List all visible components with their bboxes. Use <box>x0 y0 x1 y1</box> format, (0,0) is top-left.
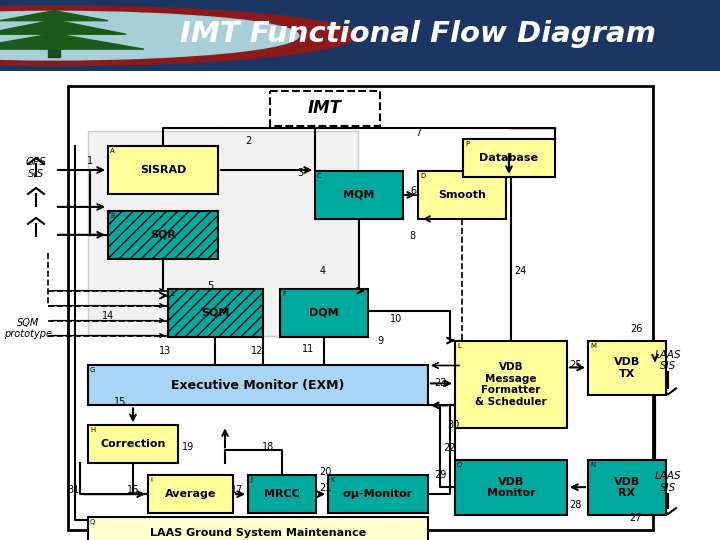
Bar <box>88 131 358 335</box>
Text: 9: 9 <box>377 335 383 346</box>
Text: 23: 23 <box>434 379 446 388</box>
Text: VDB
RX: VDB RX <box>614 477 640 498</box>
Text: Q: Q <box>90 519 95 525</box>
Text: 2: 2 <box>245 136 251 146</box>
Bar <box>455 341 567 428</box>
Text: 15: 15 <box>114 397 126 407</box>
Text: 17: 17 <box>231 485 243 495</box>
Bar <box>418 171 506 219</box>
Bar <box>148 475 233 513</box>
Bar <box>588 341 666 395</box>
Text: A: A <box>110 148 114 154</box>
Bar <box>0 0 112 71</box>
Text: 13: 13 <box>159 346 171 355</box>
Text: B: B <box>110 213 114 219</box>
Bar <box>88 366 428 406</box>
Text: 28: 28 <box>569 500 581 510</box>
Text: VDB
Monitor: VDB Monitor <box>487 477 535 498</box>
Text: MRCC: MRCC <box>264 489 300 499</box>
Text: 31: 31 <box>67 485 79 495</box>
Text: SQR: SQR <box>150 230 176 240</box>
Text: L: L <box>457 342 461 348</box>
Text: VDB
TX: VDB TX <box>614 357 640 379</box>
Bar <box>68 86 653 530</box>
Bar <box>88 517 428 540</box>
Text: SQM: SQM <box>202 308 230 318</box>
Polygon shape <box>48 39 60 57</box>
Text: 26: 26 <box>630 323 642 334</box>
Text: 18: 18 <box>262 442 274 453</box>
Text: J: J <box>250 477 252 483</box>
Text: 6: 6 <box>410 186 416 196</box>
Text: Smooth: Smooth <box>438 190 486 200</box>
Circle shape <box>0 11 299 60</box>
Text: I: I <box>150 477 152 483</box>
Text: 12: 12 <box>251 346 264 355</box>
Bar <box>168 289 263 336</box>
Text: 22: 22 <box>444 443 456 453</box>
Text: Average: Average <box>165 489 216 499</box>
Text: 21: 21 <box>319 483 331 493</box>
Polygon shape <box>0 11 108 21</box>
Text: K: K <box>330 477 335 483</box>
Text: 3: 3 <box>297 168 303 178</box>
Bar <box>108 211 218 259</box>
Polygon shape <box>0 20 126 34</box>
Bar <box>280 289 368 336</box>
Text: MQM: MQM <box>343 190 374 200</box>
Text: 7: 7 <box>415 128 421 138</box>
Text: G: G <box>90 368 95 374</box>
Text: GPS
SIS: GPS SIS <box>26 157 46 179</box>
Text: Correction: Correction <box>100 439 166 449</box>
Text: 16: 16 <box>127 485 139 495</box>
Polygon shape <box>0 33 144 49</box>
Text: LAAS
SIS: LAAS SIS <box>654 471 681 493</box>
Text: 27: 27 <box>630 513 642 523</box>
Text: H: H <box>90 427 95 433</box>
Bar <box>588 460 666 515</box>
Text: LAAS
SIS: LAAS SIS <box>654 350 681 372</box>
Text: 1: 1 <box>87 156 93 166</box>
Text: N: N <box>590 462 595 468</box>
Text: IMT Functional Flow Diagram: IMT Functional Flow Diagram <box>179 20 656 48</box>
Text: 30: 30 <box>447 420 459 430</box>
Text: 20: 20 <box>319 467 331 477</box>
Text: D: D <box>420 173 426 179</box>
Text: 19: 19 <box>182 442 194 453</box>
Text: F: F <box>282 291 286 296</box>
Text: VDB
Message
Formatter
& Scheduler: VDB Message Formatter & Scheduler <box>475 362 546 407</box>
Text: Database: Database <box>480 153 539 163</box>
Text: 8: 8 <box>409 231 415 241</box>
Text: 10: 10 <box>390 314 402 323</box>
Text: IMT: IMT <box>308 99 342 117</box>
Text: SISRAD: SISRAD <box>140 165 186 175</box>
Text: Executive Monitor (EXM): Executive Monitor (EXM) <box>171 379 345 392</box>
Text: P: P <box>465 141 469 147</box>
Text: 5: 5 <box>207 281 213 291</box>
Bar <box>248 475 316 513</box>
Text: M: M <box>590 342 596 348</box>
Text: 11: 11 <box>302 343 314 354</box>
Text: 29: 29 <box>434 470 446 480</box>
Text: E: E <box>170 291 174 296</box>
Text: 25: 25 <box>569 361 581 370</box>
Bar <box>455 460 567 515</box>
Text: C: C <box>317 173 322 179</box>
Text: 24: 24 <box>514 266 526 276</box>
Text: σμ-Monitor: σμ-Monitor <box>343 489 413 499</box>
Bar <box>108 146 218 194</box>
Bar <box>88 426 178 463</box>
Circle shape <box>0 6 356 65</box>
Text: 4: 4 <box>320 266 326 276</box>
Text: SQM
prototype: SQM prototype <box>4 318 52 339</box>
Text: LAAS Ground System Maintenance: LAAS Ground System Maintenance <box>150 528 366 538</box>
Bar <box>315 171 403 219</box>
Bar <box>328 475 428 513</box>
Text: DQM: DQM <box>309 308 339 318</box>
Text: O: O <box>457 462 462 468</box>
Text: 14: 14 <box>102 310 114 321</box>
Bar <box>463 139 555 177</box>
